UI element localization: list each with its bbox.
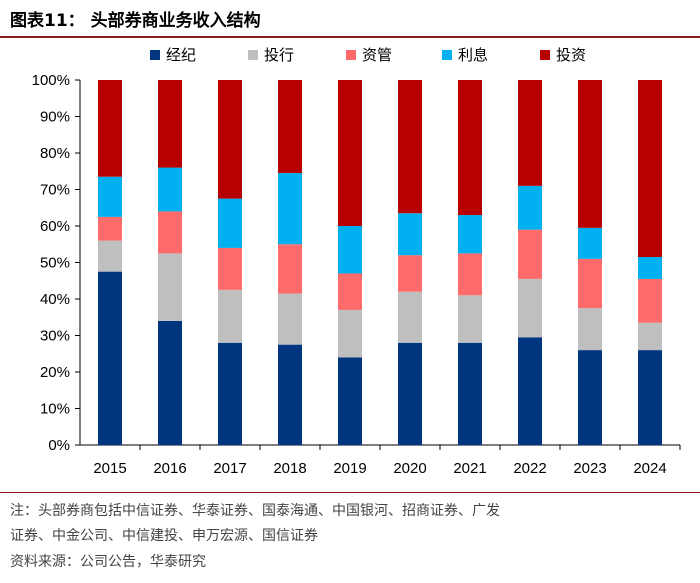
- bar-segment: [518, 185, 542, 230]
- bar-segment: [338, 309, 362, 358]
- y-tick-label: 70%: [40, 182, 70, 199]
- y-tick-label: 0%: [48, 437, 70, 454]
- bar-segment: [518, 80, 542, 186]
- bar-segment: [638, 322, 662, 351]
- bar-segment: [278, 293, 302, 345]
- bar-segment: [578, 308, 602, 351]
- bar-segment: [398, 213, 422, 256]
- y-tick-label: 30%: [40, 328, 70, 345]
- bar-segment: [278, 244, 302, 294]
- x-tick-label: 2022: [513, 460, 546, 477]
- bar-segment: [218, 198, 242, 248]
- legend-item-investment-banking: 投行: [248, 44, 294, 65]
- bar-segment: [158, 80, 182, 168]
- y-tick-label: 20%: [40, 364, 70, 381]
- bar-segment: [98, 176, 122, 217]
- bar-segment: [398, 255, 422, 292]
- bar-segment: [458, 253, 482, 296]
- bar-segment: [338, 226, 362, 274]
- bar-segment: [98, 271, 122, 445]
- title-divider: [0, 36, 700, 38]
- stacked-bar-chart: 0% 10% 20% 30% 40% 50% 60% 70% 80% 90% 100% 2015 201…: [32, 72, 681, 477]
- legend-swatch: [248, 49, 258, 60]
- legend-item-asset-management: 资管: [346, 44, 392, 65]
- bar-segment: [398, 342, 422, 445]
- bar-segment: [338, 357, 362, 445]
- source-note: 资料来源：公司公告，华泰研究: [10, 554, 206, 570]
- bar-segment: [458, 342, 482, 445]
- bar-segment: [278, 173, 302, 245]
- bar-segment: [338, 273, 362, 310]
- bar-segment: [98, 240, 122, 272]
- bar-segment: [278, 80, 302, 174]
- chart-legend: 经纪 投行 资管 利息 投资: [0, 44, 700, 68]
- y-tick-label: 40%: [40, 291, 70, 308]
- bar-segment: [218, 247, 242, 290]
- bar-segment: [518, 278, 542, 338]
- bar-segment: [278, 344, 302, 445]
- legend-swatch: [346, 49, 356, 60]
- x-tick-label: 2016: [153, 460, 186, 477]
- x-tick-label: 2019: [333, 460, 366, 477]
- y-tick-label: 10%: [40, 401, 70, 418]
- y-tick-label: 80%: [40, 145, 70, 162]
- bar-segment: [458, 295, 482, 343]
- legend-label: 投行: [264, 46, 295, 64]
- bar-segment: [638, 257, 662, 279]
- bar-segment: [518, 229, 542, 279]
- legend-swatch: [150, 49, 160, 60]
- bar-segment: [578, 227, 602, 259]
- bar-segment: [158, 167, 182, 212]
- x-tick-label: 2015: [93, 460, 126, 477]
- x-tick-label: 2018: [273, 460, 306, 477]
- y-tick-label: 100%: [32, 72, 70, 89]
- bar-segment: [158, 320, 182, 445]
- x-tick-label: 2021: [453, 460, 486, 477]
- bar-segment: [98, 216, 122, 241]
- legend-item-brokerage: 经纪: [150, 44, 196, 65]
- bar-segment: [398, 80, 422, 214]
- chart-title: 图表11： 头部券商业务收入结构: [10, 11, 261, 31]
- bar-segment: [98, 80, 122, 177]
- bar-segment: [638, 80, 662, 258]
- legend-label: 资管: [362, 46, 393, 64]
- bar-segment: [458, 80, 482, 216]
- legend-label: 利息: [458, 46, 489, 64]
- bar-segment: [578, 80, 602, 228]
- bar-segment: [218, 289, 242, 343]
- bar-segment: [638, 278, 662, 323]
- bar-segment: [638, 350, 662, 445]
- y-tick-label: 60%: [40, 218, 70, 235]
- bar-segment: [158, 211, 182, 254]
- bar-segment: [578, 258, 602, 309]
- legend-label: 经纪: [166, 46, 197, 64]
- bar-segment: [218, 342, 242, 445]
- x-tick-label: 2023: [573, 460, 606, 477]
- legend-label: 投资: [556, 46, 587, 64]
- bar-segment: [398, 291, 422, 343]
- y-tick-label: 50%: [40, 255, 70, 272]
- legend-item-interest: 利息: [442, 44, 488, 65]
- footnote-line-2: 证券、中金公司、中信建投、申万宏源、国信证券: [10, 528, 318, 544]
- bar-segment: [218, 80, 242, 199]
- x-tick-label: 2020: [393, 460, 426, 477]
- legend-swatch: [442, 49, 452, 60]
- x-tick-label: 2017: [213, 460, 246, 477]
- footer-divider: [0, 492, 700, 493]
- bar-segment: [458, 215, 482, 254]
- bar-segment: [578, 350, 602, 445]
- legend-swatch: [540, 49, 550, 60]
- legend-item-investment: 投资: [540, 44, 586, 65]
- bar-segment: [338, 80, 362, 226]
- footnote-line-1: 注：头部券商包括中信证券、华泰证券、国泰海通、中国银河、招商证券、广发: [10, 503, 500, 519]
- bar-segment: [518, 337, 542, 445]
- bar-segment: [158, 253, 182, 321]
- y-tick-label: 90%: [40, 109, 70, 126]
- x-tick-label: 2024: [633, 460, 666, 477]
